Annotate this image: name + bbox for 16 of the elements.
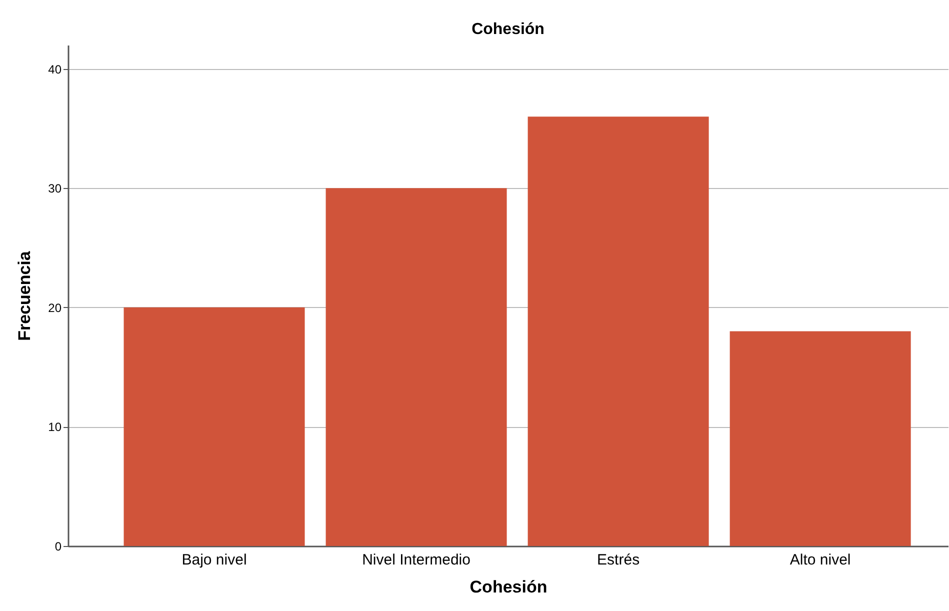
bar [730,331,911,546]
x-axis-title: Cohesión [470,578,548,596]
x-tick-label: Estrés [597,552,640,568]
y-tick-label: 0 [54,540,62,554]
y-tick-label: 10 [48,420,62,434]
y-tick-label: 40 [48,62,62,76]
bar [326,188,507,546]
y-tick-label: 30 [48,182,62,196]
y-axis-title: Frecuencia [15,250,34,341]
x-tick-label: Alto nivel [790,552,851,568]
x-tick-label: Nivel Intermedio [362,552,470,568]
y-tick-label: 20 [48,300,62,315]
bar [528,116,709,546]
chart-title: Cohesión [472,21,544,38]
bar [124,307,305,546]
x-tick-label: Bajo nivel [182,552,247,568]
